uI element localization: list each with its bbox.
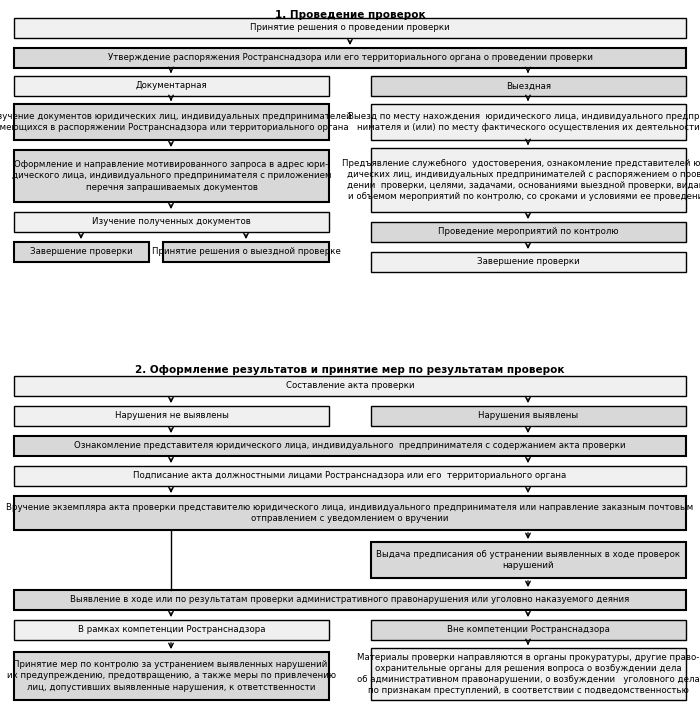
Bar: [14, 76, 329, 96]
Bar: [371, 104, 686, 140]
Text: Проведение мероприятий по контролю: Проведение мероприятий по контролю: [438, 228, 619, 237]
Bar: [371, 222, 686, 242]
Text: Выдача предписания об устранении выявленных в ходе проверок
нарушений: Выдача предписания об устранении выявлен…: [377, 550, 680, 570]
Bar: [14, 496, 686, 530]
Text: Нарушения выявлены: Нарушения выявлены: [478, 411, 579, 421]
Bar: [14, 48, 686, 68]
Text: Вручение экземпляра акта проверки представителю юридического лица, индивидуально: Вручение экземпляра акта проверки предст…: [6, 503, 694, 523]
Text: В рамках компетенции Ространснадзора: В рамках компетенции Ространснадзора: [78, 626, 265, 634]
Text: Составление акта проверки: Составление акта проверки: [286, 382, 414, 390]
Bar: [14, 242, 149, 262]
Text: Предъявление служебного  удостоверения, ознакомление представителей юри-
дически: Предъявление служебного удостоверения, о…: [342, 159, 700, 201]
Text: Документарная: Документарная: [136, 81, 207, 90]
Bar: [163, 242, 329, 262]
Text: Принятие решения о выездной проверке: Принятие решения о выездной проверке: [152, 247, 340, 257]
Text: Принятие решения о проведении проверки: Принятие решения о проведении проверки: [250, 23, 450, 33]
Text: Выездная: Выездная: [506, 81, 551, 90]
Bar: [14, 104, 329, 140]
Text: Утверждение распоряжения Ространснадзора или его территориального органа о прове: Утверждение распоряжения Ространснадзора…: [108, 54, 592, 62]
Text: Выявление в ходе или по результатам проверки административного правонарушения ил: Выявление в ходе или по результатам пров…: [71, 595, 629, 604]
Bar: [14, 150, 329, 202]
Text: Изучение полученных документов: Изучение полученных документов: [92, 218, 251, 226]
Bar: [14, 590, 686, 610]
Text: Принятие мер по контролю за устранением выявленных нарушений,
их предупреждению,: Принятие мер по контролю за устранением …: [7, 660, 336, 691]
Text: Нарушения не выявлены: Нарушения не выявлены: [115, 411, 228, 421]
Text: Изучение документов юридических лиц, индивидуальных предпринимателей
имеющихся в: Изучение документов юридических лиц, инд…: [0, 112, 352, 132]
Bar: [14, 406, 329, 426]
Text: Ознакомление представителя юридического лица, индивидуального  предпринимателя с: Ознакомление представителя юридического …: [74, 441, 626, 450]
Bar: [14, 466, 686, 486]
Text: Подписание акта должностными лицами Ространснадзора или его  территориального ор: Подписание акта должностными лицами Рост…: [134, 472, 566, 481]
Bar: [14, 18, 686, 38]
Bar: [14, 620, 329, 640]
Text: Завершение проверки: Завершение проверки: [30, 247, 133, 257]
Text: 1. Проведение проверок: 1. Проведение проверок: [274, 10, 426, 20]
Text: Оформление и направление мотивированного запроса в адрес юри-
дического лица, ин: Оформление и направление мотивированного…: [12, 160, 331, 192]
Bar: [371, 252, 686, 272]
Bar: [371, 148, 686, 212]
Bar: [14, 652, 329, 700]
Bar: [14, 376, 686, 396]
Bar: [371, 620, 686, 640]
Bar: [14, 212, 329, 232]
Bar: [371, 542, 686, 578]
Bar: [14, 436, 686, 456]
Text: Завершение проверки: Завершение проверки: [477, 257, 580, 267]
Text: Материалы проверки направляются в органы прокуратуры, другие право-
охранительны: Материалы проверки направляются в органы…: [357, 653, 700, 695]
Bar: [371, 76, 686, 96]
Text: Вне компетенции Ространснадзора: Вне компетенции Ространснадзора: [447, 626, 610, 634]
Bar: [371, 406, 686, 426]
Bar: [371, 648, 686, 700]
Text: Выезд по месту нахождения  юридического лица, индивидуального предпри-
нимателя : Выезд по месту нахождения юридического л…: [349, 112, 700, 132]
Text: 2. Оформление результатов и принятие мер по результатам проверок: 2. Оформление результатов и принятие мер…: [135, 365, 565, 375]
